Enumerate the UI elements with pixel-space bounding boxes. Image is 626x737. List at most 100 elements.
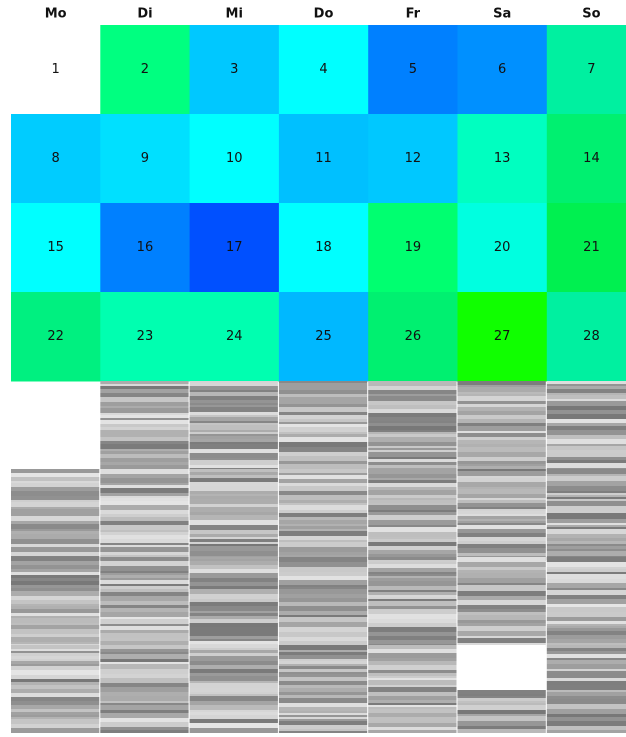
texture-stripe — [457, 407, 546, 411]
texture-stripe — [278, 385, 368, 390]
texture-stripe — [457, 494, 546, 498]
texture-stripe — [11, 712, 100, 715]
texture-stripe — [457, 557, 546, 562]
texture-stripe — [189, 661, 278, 665]
texture-stripe — [368, 539, 457, 542]
texture-stripe — [100, 573, 189, 575]
texture-stripe — [546, 529, 626, 534]
texture-stripe — [457, 401, 546, 404]
day-cell — [189, 25, 280, 115]
texture-stripe — [368, 723, 457, 727]
texture-stripe — [100, 427, 189, 430]
texture-stripe — [546, 423, 626, 426]
texture-stripe — [546, 527, 626, 529]
texture-stripe — [368, 560, 457, 562]
texture-stripe — [100, 580, 189, 584]
day-cell — [368, 114, 458, 204]
texture-stripe — [368, 512, 457, 515]
texture-stripe — [457, 381, 546, 385]
texture-stripe — [278, 707, 368, 711]
texture-stripe — [278, 473, 368, 475]
texture-stripe — [11, 596, 100, 600]
texture-stripe — [546, 595, 626, 599]
day-cell — [100, 292, 191, 382]
texture-stripe — [368, 483, 457, 487]
texture-stripe — [189, 417, 278, 421]
texture-stripe — [546, 474, 626, 476]
texture-stripe — [189, 665, 278, 669]
texture-stripe — [100, 624, 189, 626]
texture-stripe — [546, 730, 626, 733]
texture-stripe — [100, 451, 189, 454]
texture-stripe — [546, 525, 626, 527]
texture-stripe — [278, 606, 368, 611]
texture-stripe — [100, 395, 189, 397]
texture-stripe — [457, 609, 546, 612]
texture-stripe — [278, 698, 368, 703]
texture-stripe — [546, 654, 626, 658]
texture-stripe — [11, 561, 100, 565]
texture-stripe — [368, 554, 457, 559]
texture-stripe — [11, 513, 100, 516]
texture-stripe — [278, 520, 368, 524]
texture-stripe — [100, 727, 189, 730]
texture-stripe — [546, 426, 626, 430]
texture-stripe — [100, 687, 189, 692]
texture-stripe — [546, 572, 626, 574]
texture-stripe — [100, 654, 189, 659]
texture-stripe — [457, 698, 546, 701]
texture-stripe — [100, 713, 189, 718]
texture-stripe — [189, 458, 278, 460]
texture-stripe — [546, 538, 626, 541]
texture-stripe — [368, 409, 457, 413]
texture-stripe — [278, 381, 368, 383]
texture-stripe — [546, 696, 626, 699]
texture-stripe — [189, 616, 278, 619]
texture-stripe — [100, 718, 189, 722]
texture-stripe — [11, 701, 100, 705]
texture-stripe — [189, 696, 278, 701]
texture-stripe — [278, 672, 368, 674]
texture-stripe — [368, 649, 457, 653]
texture-stripe — [189, 407, 278, 412]
texture-stripe — [546, 446, 626, 450]
weekday-label: Mi — [226, 7, 243, 22]
texture-stripe — [278, 401, 368, 404]
texture-stripe — [11, 491, 100, 496]
texture-stripe — [368, 452, 457, 457]
texture-stripe — [368, 505, 457, 510]
texture-stripe — [100, 641, 189, 645]
texture-stripe — [278, 695, 368, 698]
texture-stripe — [100, 449, 189, 451]
texture-stripe — [368, 653, 457, 658]
texture-stripe — [100, 575, 189, 578]
texture-stripe — [189, 444, 278, 449]
texture-stripe — [278, 486, 368, 491]
texture-stripe — [189, 460, 278, 465]
texture-stripe — [278, 719, 368, 721]
texture-stripe — [278, 661, 368, 664]
texture-stripe — [457, 394, 546, 396]
texture-stripe — [11, 715, 100, 717]
texture-stripe — [189, 623, 278, 627]
texture-stripe — [457, 447, 546, 452]
texture-stripe — [546, 549, 626, 551]
texture-stripe — [368, 550, 457, 554]
weekday-label: Fr — [406, 7, 421, 22]
texture-stripe — [100, 638, 189, 641]
texture-stripe — [189, 681, 278, 683]
texture-stripe — [100, 478, 189, 483]
texture-stripe — [546, 393, 626, 395]
texture-stripe — [368, 430, 457, 432]
texture-stripe — [189, 723, 278, 728]
texture-stripe — [11, 629, 100, 634]
texture-stripe — [189, 442, 278, 444]
texture-stripe — [457, 519, 546, 521]
texture-stripe — [368, 614, 457, 619]
day-cell — [100, 203, 191, 293]
texture-stripe — [368, 381, 457, 384]
texture-stripe — [189, 486, 278, 491]
texture-stripe — [278, 505, 368, 510]
texture-stripe — [457, 489, 546, 494]
texture-stripe — [457, 655, 546, 659]
